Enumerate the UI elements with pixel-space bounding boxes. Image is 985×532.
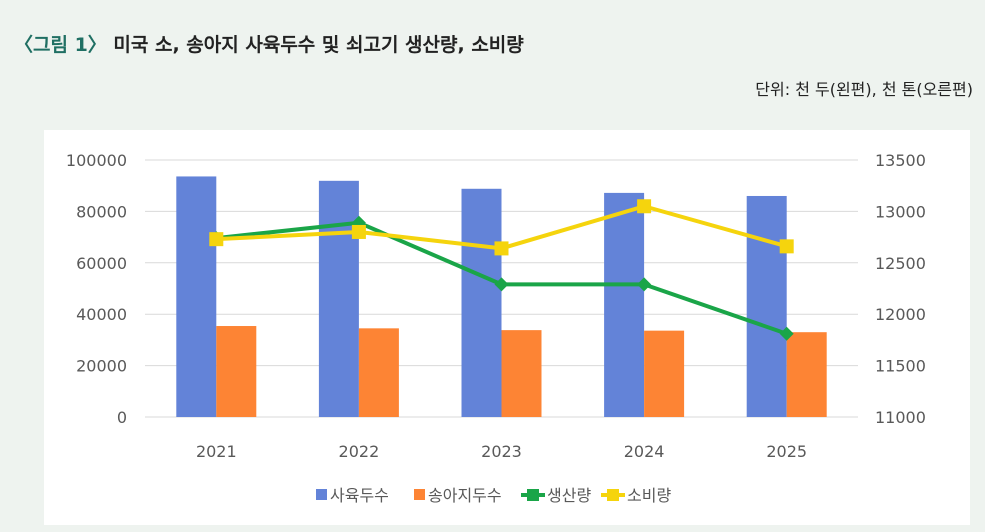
- point-consumption: [779, 239, 794, 254]
- y-left-tick-label: 40000: [76, 305, 127, 324]
- figure-label: 〈그림 1〉: [14, 34, 107, 56]
- legend-calves-swatch: [414, 489, 425, 500]
- x-tick-label: 2023: [481, 442, 522, 461]
- y-right-tick-label: 13000: [875, 202, 926, 221]
- bar-cattle: [318, 180, 359, 417]
- figure-title-text: 미국 소, 송아지 사육두수 및 쇠고기 생산량, 소비량: [113, 34, 524, 56]
- y-left-tick-label: 80000: [76, 202, 127, 221]
- bar-calves: [501, 330, 542, 417]
- x-tick-label: 2022: [339, 442, 380, 461]
- chart-panel: 100000 80000 60000 40000 20000 0 13500 13000 125…: [44, 130, 970, 525]
- bar-calves: [786, 332, 827, 417]
- point-production: [637, 277, 652, 292]
- bar-calves: [644, 330, 685, 417]
- legend-consumption-label: 소비량: [627, 486, 671, 505]
- y-left-tick-label: 20000: [76, 357, 127, 376]
- x-tick-label: 2024: [624, 442, 665, 461]
- bar-cattle: [746, 195, 787, 417]
- y-right-tick-label: 12000: [875, 305, 926, 324]
- y-right-tick-label: 13500: [875, 151, 926, 170]
- bar-calves: [216, 326, 257, 417]
- bar-cattle: [176, 176, 217, 417]
- legend-consumption-marker: [607, 489, 619, 501]
- y-right-tick-label: 12500: [875, 254, 926, 273]
- legend-cattle-label: 사육두수: [330, 486, 389, 505]
- bar-cattle: [604, 192, 645, 417]
- x-tick-label: 2021: [196, 442, 237, 461]
- point-consumption: [351, 224, 366, 239]
- x-tick-label: 2025: [766, 442, 807, 461]
- legend-cattle-swatch: [316, 489, 327, 500]
- point-production: [494, 277, 509, 292]
- legend-calves-label: 송아지두수: [428, 486, 502, 505]
- point-production: [351, 215, 366, 230]
- units-note: 단위: 천 두(왼편), 천 톤(오른편): [755, 80, 973, 99]
- point-consumption: [494, 241, 509, 256]
- y-left-tick-label: 0: [117, 408, 127, 427]
- point-production: [779, 326, 794, 341]
- y-right-tick-label: 11500: [875, 357, 926, 376]
- legend-production-marker: [527, 489, 539, 501]
- figure-title: 〈그림 1〉 미국 소, 송아지 사육두수 및 쇠고기 생산량, 소비량: [14, 30, 524, 57]
- y-left-tick-label: 60000: [76, 254, 127, 273]
- combo-chart: 100000 80000 60000 40000 20000 0 13500 13000 125…: [66, 151, 926, 505]
- point-consumption: [637, 199, 652, 214]
- point-consumption: [209, 232, 224, 247]
- y-right-tick-label: 11000: [875, 408, 926, 427]
- legend-production-label: 생산량: [547, 486, 591, 505]
- y-left-tick-label: 100000: [66, 151, 127, 170]
- bar-calves: [358, 328, 399, 417]
- bar-cattle: [461, 188, 502, 417]
